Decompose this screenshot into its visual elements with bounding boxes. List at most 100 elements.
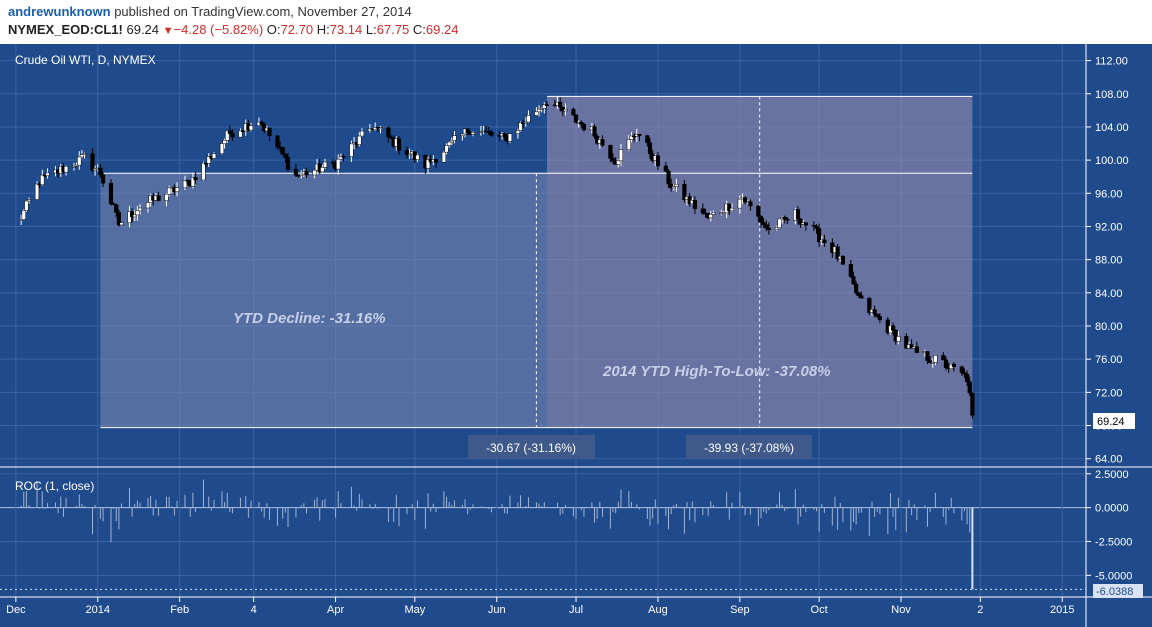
candle-body [616, 160, 621, 165]
time-tick-label: Sep [730, 604, 750, 616]
roc-tick-label: -2.5000 [1095, 536, 1132, 548]
candle-body [766, 227, 772, 230]
candle-body [872, 309, 877, 315]
candle-body [943, 359, 949, 368]
candle-body [285, 157, 291, 170]
candle-body [322, 161, 328, 168]
candle-body [82, 153, 87, 155]
roc-tick-label: -5.0000 [1095, 570, 1132, 582]
candle-body [447, 141, 452, 146]
candle-body [34, 183, 40, 200]
candle-body [206, 156, 211, 164]
author-link[interactable]: andrewunknown [8, 4, 111, 19]
candle-body [79, 154, 85, 158]
price-tick-label: 80.00 [1095, 321, 1123, 333]
candle-body [835, 246, 840, 260]
candle-body [167, 187, 172, 195]
candle-body [460, 133, 465, 136]
candle-body [425, 159, 431, 169]
candle-body [933, 355, 938, 363]
candle-body [856, 292, 861, 296]
candle-body [655, 155, 661, 167]
ytd-region [100, 173, 547, 428]
roc-tick-label: 2.5000 [1095, 469, 1129, 481]
candle-body [225, 130, 230, 141]
candle-body [692, 200, 698, 210]
candle-body [785, 219, 790, 221]
candle-body [674, 183, 679, 187]
price-tick-label: 108.00 [1095, 89, 1129, 101]
symbol-label: NYMEX_EOD:CL1! [8, 22, 123, 37]
candle-body [164, 193, 169, 201]
candle-body [727, 203, 732, 212]
time-tick-label: Feb [170, 604, 189, 616]
candle-body [415, 154, 420, 160]
candle-body [330, 161, 336, 164]
open-value: 72.70 [280, 22, 314, 37]
time-tick-label: May [404, 604, 425, 616]
price-tick-label: 72.00 [1095, 387, 1123, 399]
candle-body [600, 139, 605, 146]
publish-text: published on TradingView.com, November 2… [114, 4, 412, 19]
candle-body [721, 212, 727, 215]
last-roc-badge [1093, 584, 1143, 598]
candle-body [470, 132, 476, 135]
candle-body [811, 224, 816, 227]
candle-body [859, 295, 864, 299]
candle-body [320, 167, 325, 173]
price-tick-label: 112.00 [1095, 56, 1128, 68]
candle-body [359, 130, 365, 137]
candle-body [349, 143, 354, 157]
candle-body [230, 133, 235, 138]
price-tick-label: 92.00 [1095, 221, 1123, 233]
low-value: 67.75 [376, 22, 410, 37]
candle-body [452, 135, 457, 141]
candle-body [867, 297, 872, 313]
candle-body [238, 130, 243, 138]
candle-body [608, 145, 613, 159]
candle-body [507, 133, 513, 142]
candle-body [682, 183, 687, 200]
price-change: −4.28 (−5.82%) [173, 22, 264, 37]
candle-body [581, 123, 587, 131]
candle-body [444, 145, 449, 153]
candle-body [119, 222, 124, 226]
candle-body [671, 186, 676, 189]
candle-body [756, 205, 761, 217]
candle-body [914, 346, 919, 353]
low-label: L: [365, 22, 377, 37]
candle-body [967, 381, 972, 394]
time-tick-label: 4 [251, 604, 257, 616]
candle-body [700, 208, 705, 214]
candle-body [618, 149, 624, 162]
candle-body [523, 121, 528, 124]
time-tick-label: Nov [891, 604, 911, 616]
high-value: 73.14 [329, 22, 363, 37]
last-price-badge-label: 69.24 [1097, 416, 1125, 428]
candle-body [896, 336, 901, 342]
candle-body [758, 216, 764, 223]
roc-panel-title: ROC (1, close) [15, 479, 94, 493]
chart-canvas[interactable]: 112.00 108.00 104.00 100.00 96.00 92.00 88.00 8… [0, 44, 1152, 627]
candle-body [293, 169, 299, 176]
candle-body [558, 101, 563, 108]
candle-body [626, 139, 631, 150]
candle-body [193, 177, 198, 181]
candle-body [90, 153, 95, 171]
candle-body [116, 212, 122, 226]
candle-body [259, 121, 264, 125]
high-low-tag-box [686, 435, 812, 459]
chart-header: andrewunknown published on TradingView.c… [0, 0, 1152, 44]
candle-body [925, 351, 930, 361]
ytd-tag-box [468, 435, 595, 459]
chart-labels: Crude Oil WTI, D, NYMEX ROC (1, close) Y… [15, 53, 1143, 598]
candle-body [579, 122, 584, 125]
close-value: 69.24 [425, 22, 459, 37]
candle-body [518, 122, 523, 131]
candle-body [764, 224, 769, 229]
time-tick-label: Jun [488, 604, 506, 616]
candle-body [795, 209, 801, 220]
candle-body [156, 195, 161, 201]
time-tick-label: 2014 [86, 604, 110, 616]
candle-body [959, 366, 964, 373]
